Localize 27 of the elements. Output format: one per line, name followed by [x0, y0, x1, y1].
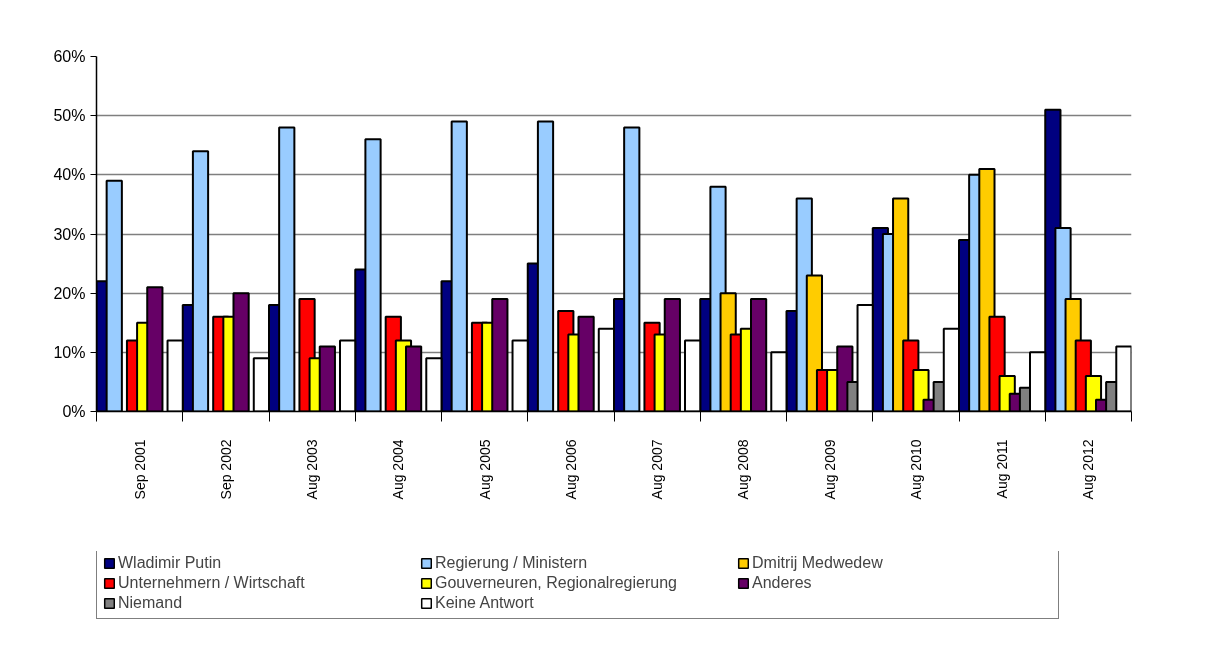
x-tick-label: Sep 2002 [217, 439, 234, 500]
x-tick-label: Aug 2006 [562, 439, 579, 500]
y-tick-label: 0% [62, 403, 86, 420]
y-tick-label: 10% [53, 343, 86, 361]
x-tick-label: Sep 2001 [131, 439, 148, 500]
y-tick-label: 40% [53, 166, 86, 184]
x-tick-label: Aug 2005 [476, 439, 493, 500]
legend-label: Wladimir Putin [118, 554, 223, 572]
legend-label: Keine Antwort [435, 594, 535, 612]
y-tick-label: 30% [53, 225, 86, 243]
x-tick-label: Aug 2011 [994, 439, 1011, 499]
legend-label: Anderes [752, 574, 813, 592]
legend-label: Niemand [118, 594, 184, 612]
y-tick-label: 20% [53, 284, 86, 302]
legend-label: Regierung / Ministern [435, 554, 589, 572]
x-tick-label: Aug 2004 [390, 439, 407, 500]
x-tick-label: Aug 2009 [821, 439, 838, 500]
legend-label: Gouverneuren, Regionalregierung [435, 574, 678, 592]
x-tick-label: Aug 2010 [907, 439, 924, 500]
y-tick-label: 50% [53, 107, 86, 125]
legend-label: Dmitrij Medwedew [752, 554, 884, 572]
x-tick-label: Aug 2008 [735, 439, 752, 500]
x-tick-label: Aug 2007 [649, 439, 666, 500]
legend-label: Unternehmern / Wirtschaft [118, 574, 306, 592]
x-tick-label: Aug 2012 [1080, 439, 1097, 500]
x-tick-label: Aug 2003 [304, 439, 321, 500]
y-tick-label: 60% [53, 48, 86, 65]
